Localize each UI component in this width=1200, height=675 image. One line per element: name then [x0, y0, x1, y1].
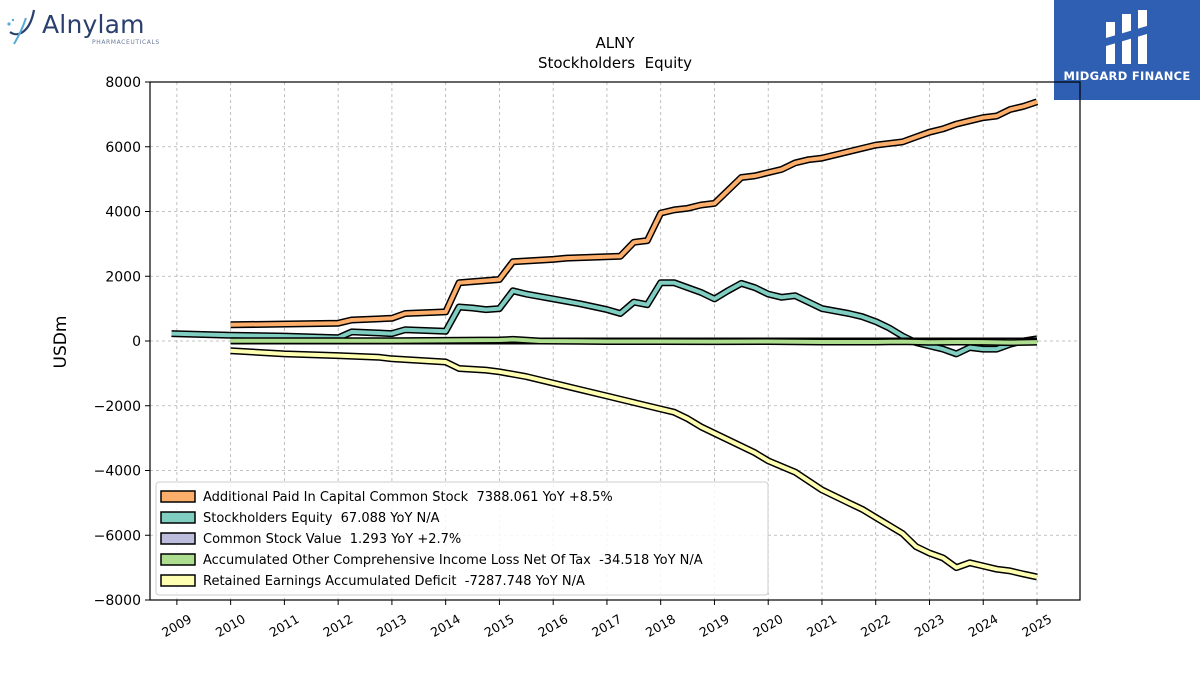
alnylam-swoosh-icon — [7, 9, 36, 45]
y-tick-label: −6000 — [94, 528, 141, 544]
legend-label-4: Retained Earnings Accumulated Deficit -7… — [203, 574, 585, 589]
x-tick-label: 2011 — [267, 611, 302, 640]
x-tick-label: 2015 — [482, 611, 517, 640]
legend-label-3: Accumulated Other Comprehensive Income L… — [203, 553, 703, 568]
legend-label-0: Additional Paid In Capital Common Stock … — [203, 490, 613, 505]
legend-swatch-3 — [160, 553, 196, 566]
x-ticks: 2009 2010 2011 2012 2013 2014 2015 2016 2017 2018… — [159, 600, 1054, 640]
legend-label-2: Common Stock Value 1.293 YoY +2.7% — [203, 532, 461, 547]
x-tick-label: 2016 — [535, 611, 570, 640]
y-tick-label: 2000 — [105, 269, 141, 285]
y-tick-label: 0 — [132, 334, 141, 350]
x-tick-label: 2013 — [374, 611, 409, 640]
chart-subtitle: Stockholders Equity — [538, 54, 692, 72]
y-tick-label: −4000 — [94, 464, 141, 480]
midgard-finance-name: MIDGARD FINANCE — [1063, 69, 1191, 83]
series-line-3 — [230, 337, 1038, 345]
midgard-emblem-icon — [1106, 10, 1147, 64]
legend-swatch-4 — [160, 574, 196, 587]
x-tick-label: 2014 — [428, 611, 463, 640]
x-tick-label: 2010 — [213, 611, 248, 640]
y-tick-label: 8000 — [105, 75, 141, 91]
legend-swatch-2 — [160, 532, 196, 545]
x-tick-label: 2025 — [1019, 611, 1054, 640]
x-tick-label: 2018 — [643, 611, 678, 640]
chart-title: ALNY — [595, 34, 635, 52]
alnylam-logo-sub: PHARMACEUTICALS — [92, 39, 160, 46]
x-tick-label: 2022 — [858, 611, 893, 640]
series-lines — [171, 98, 1039, 581]
x-tick-label: 2021 — [804, 611, 839, 640]
x-tick-label: 2020 — [750, 611, 785, 640]
x-tick-label: 2024 — [965, 611, 1000, 640]
midgard-finance-logo: MIDGARD FINANCE — [1054, 0, 1200, 100]
x-tick-label: 2023 — [912, 611, 947, 640]
series-line-1 — [171, 280, 1038, 356]
legend-box — [155, 481, 769, 596]
x-tick-label: 2017 — [589, 611, 624, 640]
y-axis-label: USDm — [51, 316, 71, 369]
y-tick-label: 4000 — [105, 205, 141, 221]
y-tick-label: −8000 — [94, 593, 141, 609]
legend-swatch-0 — [160, 490, 196, 503]
series-line-4 — [230, 348, 1038, 579]
legend-swatch-1 — [160, 511, 196, 524]
legend-label-1: Stockholders Equity 67.088 YoY N/A — [203, 511, 440, 526]
alnylam-logo-name: Alnylam — [42, 10, 145, 39]
y-tick-label: −2000 — [94, 399, 141, 415]
y-ticks: −8000 −6000 −4000 −2000 0 2000 4000 6000 8000 — [94, 75, 150, 609]
legend: Additional Paid In Capital Common Stock … — [155, 481, 769, 596]
alnylam-logo: Alnylam PHARMACEUTICALS — [4, 4, 164, 48]
y-tick-label: 6000 — [105, 140, 141, 156]
series-line-0 — [230, 99, 1038, 327]
x-tick-label: 2019 — [697, 611, 732, 640]
x-tick-label: 2009 — [159, 611, 194, 640]
x-tick-label: 2012 — [320, 611, 355, 640]
